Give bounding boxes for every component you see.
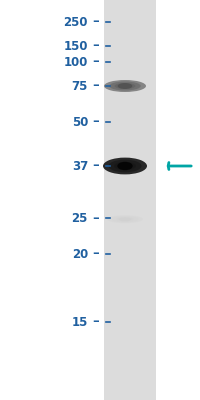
Bar	[104, 0, 156, 400]
Text: –: –	[92, 40, 99, 52]
Ellipse shape	[118, 83, 132, 89]
Ellipse shape	[108, 160, 142, 172]
Text: 37: 37	[72, 160, 88, 172]
Ellipse shape	[116, 217, 134, 221]
Text: 50: 50	[72, 116, 88, 128]
Ellipse shape	[117, 162, 133, 170]
Text: 75: 75	[72, 80, 88, 92]
Text: 100: 100	[64, 56, 88, 68]
Ellipse shape	[109, 82, 141, 90]
Text: –: –	[92, 248, 99, 260]
Ellipse shape	[104, 80, 146, 92]
Text: 25: 25	[72, 212, 88, 224]
Ellipse shape	[107, 215, 143, 223]
Text: 15: 15	[72, 316, 88, 328]
Text: 250: 250	[64, 16, 88, 28]
Text: –: –	[92, 116, 99, 128]
Text: –: –	[92, 80, 99, 92]
Text: 150: 150	[64, 40, 88, 52]
Ellipse shape	[114, 83, 136, 89]
Text: –: –	[92, 212, 99, 224]
Text: –: –	[92, 160, 99, 172]
Text: –: –	[92, 316, 99, 328]
Ellipse shape	[114, 162, 136, 170]
Ellipse shape	[103, 158, 147, 174]
Text: –: –	[92, 56, 99, 68]
Text: –: –	[92, 16, 99, 28]
Text: 20: 20	[72, 248, 88, 260]
Ellipse shape	[119, 217, 131, 221]
Ellipse shape	[112, 216, 138, 222]
